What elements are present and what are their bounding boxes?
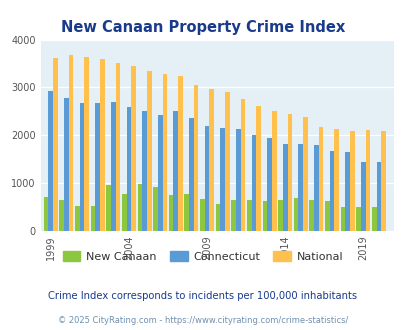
Bar <box>345 151 349 231</box>
Bar <box>365 130 369 231</box>
Bar <box>189 118 193 231</box>
Bar <box>235 129 240 231</box>
Bar <box>48 91 53 231</box>
Bar <box>329 150 334 231</box>
Bar <box>126 107 131 231</box>
Bar <box>224 92 229 231</box>
Bar <box>313 145 318 231</box>
Bar <box>215 204 220 231</box>
Bar <box>298 145 303 231</box>
Bar <box>75 206 79 231</box>
Text: © 2025 CityRating.com - https://www.cityrating.com/crime-statistics/: © 2025 CityRating.com - https://www.city… <box>58 316 347 325</box>
Bar <box>173 112 178 231</box>
Bar <box>371 207 376 231</box>
Bar <box>111 102 115 231</box>
Bar <box>256 106 260 231</box>
Bar <box>240 99 245 231</box>
Bar <box>287 114 292 231</box>
Bar <box>334 129 338 231</box>
Bar <box>309 200 313 231</box>
Bar <box>59 200 64 231</box>
Bar <box>122 194 126 231</box>
Bar <box>193 84 198 231</box>
Bar <box>380 131 385 231</box>
Bar <box>303 117 307 231</box>
Bar <box>90 206 95 231</box>
Bar <box>231 200 235 231</box>
Bar <box>376 162 380 231</box>
Bar <box>209 89 213 231</box>
Bar <box>84 57 89 231</box>
Bar <box>220 128 224 231</box>
Bar <box>162 74 167 231</box>
Bar <box>200 199 204 231</box>
Bar <box>106 185 111 231</box>
Bar <box>356 207 360 231</box>
Bar <box>271 111 276 231</box>
Bar <box>115 63 120 231</box>
Bar <box>142 111 147 231</box>
Bar <box>137 184 142 231</box>
Bar <box>282 144 287 231</box>
Bar <box>100 59 104 231</box>
Bar <box>246 200 251 231</box>
Bar <box>204 126 209 231</box>
Bar <box>79 103 84 231</box>
Bar <box>68 55 73 231</box>
Bar <box>340 207 345 231</box>
Bar <box>53 58 58 231</box>
Bar <box>168 195 173 231</box>
Bar <box>277 200 282 231</box>
Bar <box>131 66 136 231</box>
Legend: New Canaan, Connecticut, National: New Canaan, Connecticut, National <box>58 247 347 267</box>
Bar <box>324 201 329 231</box>
Bar <box>349 130 354 231</box>
Bar <box>44 197 48 231</box>
Text: New Canaan Property Crime Index: New Canaan Property Crime Index <box>61 20 344 35</box>
Bar <box>153 187 158 231</box>
Bar <box>360 162 365 231</box>
Bar <box>158 115 162 231</box>
Bar <box>293 198 298 231</box>
Bar <box>95 103 100 231</box>
Bar <box>178 76 182 231</box>
Bar <box>251 135 256 231</box>
Bar <box>318 127 323 231</box>
Bar <box>184 194 189 231</box>
Text: Crime Index corresponds to incidents per 100,000 inhabitants: Crime Index corresponds to incidents per… <box>48 291 357 301</box>
Bar <box>266 138 271 231</box>
Bar <box>64 98 68 231</box>
Bar <box>262 201 266 231</box>
Bar <box>147 71 151 231</box>
